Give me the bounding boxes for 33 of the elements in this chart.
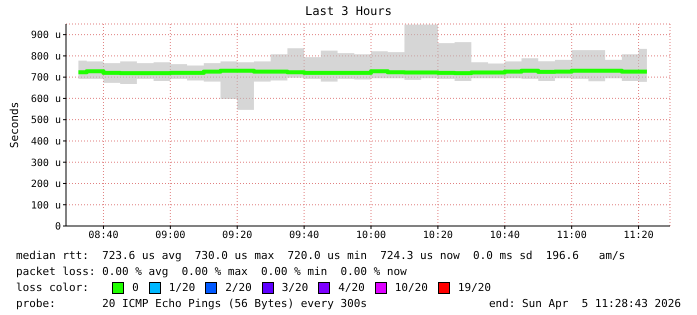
legend-label: 3/20 bbox=[282, 280, 308, 296]
text: probe: 20 ICMP Echo Pings (56 Bytes) every 300s bbox=[16, 296, 367, 312]
legend-label: 4/20 bbox=[338, 280, 365, 296]
y-axis-title: Seconds bbox=[8, 102, 21, 148]
y-tick-label: 0 bbox=[54, 222, 61, 233]
text: packet loss: 0.00 % avg 0.00 % max 0.00 % min 0.00 % now bbox=[16, 264, 408, 280]
x-tick-label: 08:40 bbox=[88, 230, 119, 242]
y-tick-label: 800 u bbox=[30, 51, 61, 62]
text: end: Sun Apr 5 11:28:43 2026 bbox=[488, 296, 681, 312]
x-tick-label: 09:20 bbox=[222, 230, 252, 242]
x-tick-label: 10:00 bbox=[356, 230, 386, 242]
y-tick-label: 600 u bbox=[30, 94, 61, 105]
x-tick-label: 10:40 bbox=[490, 230, 520, 242]
y-tick-label: 700 u bbox=[30, 72, 61, 84]
x-tick-label: 09:40 bbox=[289, 230, 320, 242]
x-tick-label: 11:00 bbox=[556, 230, 587, 242]
chart-title: Last 3 Hours bbox=[304, 4, 393, 18]
x-tick-label: 11:20 bbox=[624, 230, 654, 242]
y-tick-label: 100 u bbox=[30, 200, 61, 212]
text: median rtt: 723.6 us avg 730.0 us max 720.0 us min 724.3 us now 0.0 ms sd 196.6 am/s bbox=[16, 248, 626, 264]
y-tick-label: 500 u bbox=[30, 115, 61, 126]
y-tick-label: 400 u bbox=[30, 136, 61, 148]
legend-label: 10/20 bbox=[394, 280, 428, 296]
x-tick-label: 10:20 bbox=[422, 230, 453, 242]
y-tick-label: 900 u bbox=[30, 30, 61, 42]
legend-label: 2/20 bbox=[225, 280, 252, 296]
legend-title: loss color: bbox=[16, 280, 90, 296]
x-tick-label: 09:00 bbox=[155, 230, 186, 242]
legend-label: 19/20 bbox=[458, 280, 491, 296]
y-tick-label: 200 u bbox=[30, 179, 61, 190]
y-tick-label: 300 u bbox=[30, 158, 61, 169]
legend-label: 1/20 bbox=[168, 280, 196, 296]
legend-label: 0 bbox=[132, 280, 139, 296]
